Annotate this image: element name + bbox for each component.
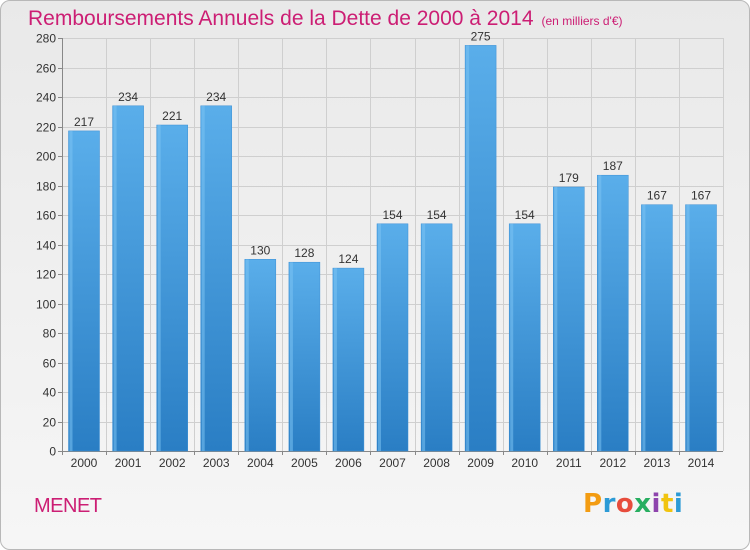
x-tick-label-2006: 2006 [335, 456, 362, 470]
x-tick-label-2007: 2007 [379, 456, 406, 470]
axes: 0 20 40 60 80 100 120 140 160 180 200 220 240 260 280 2… [36, 32, 723, 470]
x-tick-label-2008: 2008 [423, 456, 450, 470]
data-label-2010: 154 [515, 208, 535, 222]
y-tick-label: 220 [36, 121, 56, 135]
bar-2002 [156, 124, 188, 452]
y-tick-label: 60 [43, 357, 57, 371]
bar-highlight [378, 223, 381, 451]
data-label-2007: 154 [382, 208, 402, 222]
x-tick-label-2004: 2004 [247, 456, 274, 470]
bar-highlight [642, 204, 646, 451]
chart-title-main: Remboursements Annuels de la Dette de 20… [28, 7, 534, 30]
data-label-2003: 234 [206, 90, 226, 104]
data-label-2014: 167 [691, 189, 711, 203]
proxiti-logo[interactable]: Proxiti [583, 489, 683, 519]
x-tick-label-2010: 2010 [511, 456, 538, 470]
data-label-2011: 179 [559, 171, 579, 185]
y-tick-label: 100 [36, 298, 56, 312]
bar-highlight [466, 45, 470, 452]
data-label-2002: 221 [162, 109, 182, 123]
bar-highlight [510, 223, 514, 451]
bar-highlight [157, 125, 161, 451]
logo-letter: x [634, 489, 652, 519]
x-tick-label-2005: 2005 [291, 456, 318, 470]
bar-2012 [597, 174, 629, 452]
bar-highlight [113, 105, 117, 452]
y-tick-label: 160 [36, 209, 56, 223]
data-label-2004: 130 [250, 243, 270, 257]
y-tick-label: 240 [36, 91, 56, 105]
bar-2009 [464, 45, 497, 452]
city-name: MENET [34, 495, 102, 517]
bar-2006 [332, 267, 365, 452]
bar-2011 [553, 186, 585, 452]
x-tick-label-2002: 2002 [159, 456, 186, 470]
bar-highlight [422, 223, 426, 451]
y-tick-label: 20 [43, 416, 57, 430]
bar-2010 [508, 223, 541, 452]
bar-highlight [554, 187, 558, 451]
x-tick-label-2009: 2009 [467, 456, 494, 470]
bar-highlight [289, 262, 293, 451]
bar-2005 [288, 261, 321, 452]
chart-title: Remboursements Annuels de la Dette de 20… [28, 7, 623, 31]
logo-letter: i [673, 489, 684, 519]
bar-highlight [686, 204, 690, 451]
y-tick-label: 0 [49, 445, 56, 459]
chart-title-unit: (en milliers d'€) [541, 14, 623, 28]
data-label-2009: 275 [471, 29, 491, 43]
logo-letter: P [583, 489, 603, 519]
y-tick-label: 40 [43, 386, 57, 400]
y-tick-label: 180 [36, 180, 56, 194]
y-tick-label: 280 [36, 32, 56, 46]
bar-2013 [641, 204, 673, 452]
data-label-2000: 217 [74, 115, 94, 129]
x-tick-label-2001: 2001 [115, 456, 142, 470]
bar-highlight [333, 268, 337, 451]
bar-highlight [201, 105, 205, 452]
bar-2003 [200, 105, 232, 452]
bars [68, 45, 717, 452]
logo-letter: o [615, 489, 635, 519]
data-label-2012: 187 [603, 159, 623, 173]
y-tick-label: 140 [36, 239, 56, 253]
x-tick-label-2012: 2012 [599, 456, 626, 470]
y-tick-label: 80 [43, 327, 57, 341]
data-labels: 217 234 221 234 130 128 124 154 154 275 154 179 187 1… [74, 29, 711, 266]
bar-highlight [69, 130, 73, 451]
data-label-2013: 167 [647, 189, 667, 203]
bar-2014 [685, 204, 717, 452]
logo-letter: t [660, 489, 674, 519]
x-tick-label-2014: 2014 [688, 456, 715, 470]
data-label-2001: 234 [118, 90, 138, 104]
x-tick-label-2013: 2013 [644, 456, 671, 470]
bar-2007 [376, 223, 409, 452]
bar-highlight [245, 259, 249, 452]
y-tick-label: 200 [36, 150, 56, 164]
data-label-2006: 124 [338, 252, 358, 266]
bar-2001 [112, 105, 144, 452]
x-tick-label-2003: 2003 [203, 456, 230, 470]
bar-2008 [420, 223, 453, 452]
x-tick-label-2000: 2000 [71, 456, 98, 470]
data-label-2005: 128 [294, 246, 314, 260]
logo-letter: i [651, 489, 661, 519]
data-label-2008: 154 [427, 208, 447, 222]
y-tick-label: 260 [36, 62, 56, 76]
bar-2004 [244, 259, 277, 452]
y-tick-label: 120 [36, 268, 56, 282]
bar-2000 [68, 130, 100, 452]
logo-letter: r [602, 489, 616, 519]
bar-highlight [598, 175, 602, 451]
x-tick-label-2011: 2011 [556, 456, 582, 470]
